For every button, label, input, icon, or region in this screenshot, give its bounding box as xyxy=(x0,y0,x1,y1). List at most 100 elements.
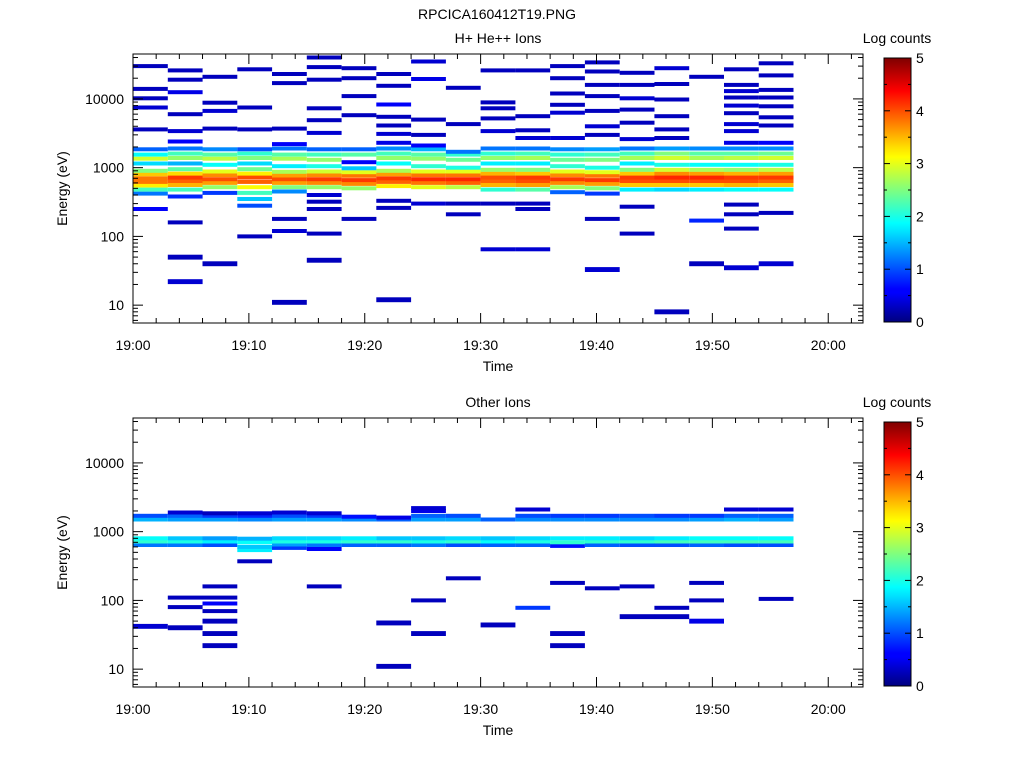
heatmap-cell xyxy=(689,179,724,183)
colorbar-tick-label: 0 xyxy=(916,678,924,694)
heatmap-cell xyxy=(758,543,794,547)
heatmap-cell xyxy=(237,536,273,541)
heatmap-cell xyxy=(584,513,620,518)
heatmap-cell xyxy=(167,605,203,610)
heatmap-cell xyxy=(445,185,481,190)
heatmap-cell xyxy=(515,68,551,73)
heatmap-cell xyxy=(376,663,412,669)
heatmap-cell xyxy=(306,77,342,82)
heatmap-cell xyxy=(133,161,168,166)
heatmap-cell xyxy=(619,179,655,183)
colorbar: Log counts 0 1 2 3 4 5 xyxy=(863,30,932,330)
heatmap-cell xyxy=(133,517,168,522)
heatmap-cell xyxy=(619,146,655,151)
heatmap-cell xyxy=(411,631,446,636)
heatmap-cell xyxy=(272,152,307,157)
heatmap-cell xyxy=(758,179,794,183)
heatmap-cell xyxy=(167,543,203,547)
heatmap-cell xyxy=(619,120,655,125)
heatmap-cell xyxy=(167,220,203,225)
heatmap-cell xyxy=(445,173,481,178)
heatmap-cell xyxy=(654,536,690,541)
heatmap-cell xyxy=(550,536,585,541)
x-tick-label: 19:00 xyxy=(115,701,150,717)
x-tick-label: 19:20 xyxy=(347,337,382,353)
heatmap-cell xyxy=(306,547,342,551)
heatmap-cell xyxy=(480,536,516,541)
heatmap-cell xyxy=(758,517,794,522)
heatmap-cell xyxy=(515,114,551,119)
heatmap-cell xyxy=(306,177,342,182)
heatmap-cell xyxy=(272,229,307,233)
heatmap-cell xyxy=(654,151,690,156)
heatmap-cell xyxy=(689,539,724,544)
heatmap-cell xyxy=(724,536,759,541)
colorbar-tick-label: 2 xyxy=(916,208,924,224)
heatmap-cell xyxy=(445,122,481,127)
heatmap-cell xyxy=(480,187,516,192)
y-axis-label: Energy (eV) xyxy=(54,515,70,590)
heatmap-cell xyxy=(167,539,203,544)
heatmap-cell xyxy=(724,103,759,108)
heatmap-cell xyxy=(306,55,342,60)
heatmap-cell xyxy=(133,105,168,110)
heatmap-cell xyxy=(167,129,203,134)
heatmap-cell xyxy=(758,507,794,512)
heatmap-cell xyxy=(550,169,585,174)
heatmap-cell xyxy=(237,234,273,239)
heatmap-cell xyxy=(689,517,724,522)
heatmap-cell xyxy=(133,191,168,196)
heatmap-cell xyxy=(758,61,794,66)
heatmap-cell xyxy=(584,178,620,183)
heatmap-cell xyxy=(237,105,273,110)
heatmap-cell xyxy=(515,128,551,133)
heatmap-cell xyxy=(515,247,551,252)
heatmap-cell xyxy=(341,216,377,221)
heatmap-cell xyxy=(724,513,759,518)
heatmap-cell xyxy=(341,152,377,157)
heatmap-cell xyxy=(167,254,203,260)
y-tick-label: 1000 xyxy=(93,524,124,540)
heatmap-cell xyxy=(133,64,168,69)
heatmap-cell xyxy=(480,175,516,180)
heatmap-cell xyxy=(550,540,585,545)
heatmap-cell xyxy=(654,187,690,192)
heatmap-cell xyxy=(306,185,342,190)
heatmap-cell xyxy=(445,576,481,581)
heatmap-cells xyxy=(133,506,794,669)
heatmap-cell xyxy=(341,170,377,175)
heatmap-cell xyxy=(724,129,759,134)
x-tick-label: 19:40 xyxy=(579,337,614,353)
heatmap-cell xyxy=(272,169,307,174)
heatmap-cell xyxy=(654,179,690,183)
heatmap-cell xyxy=(584,69,620,74)
colorbar-label: Log counts xyxy=(863,394,932,410)
heatmap-cell xyxy=(550,102,585,107)
heatmap-cell xyxy=(724,187,759,192)
heatmap-cell xyxy=(237,559,273,564)
heatmap-cell xyxy=(550,91,585,96)
heatmap-cell xyxy=(202,173,238,178)
heatmap-cell xyxy=(654,167,690,172)
panel-title: Other Ions xyxy=(465,394,530,410)
heatmap-cell xyxy=(411,543,446,547)
heatmap-cell xyxy=(341,147,377,152)
heatmap-cell xyxy=(654,605,690,610)
heatmap-cell xyxy=(584,157,620,162)
heatmap-cell xyxy=(202,595,238,600)
colorbar-tick-label: 1 xyxy=(916,625,924,641)
heatmap-cell xyxy=(724,179,759,183)
y-tick-label: 10 xyxy=(108,297,124,313)
heatmap-cell xyxy=(306,517,342,522)
heatmap-cell xyxy=(480,146,516,151)
heatmap-cell xyxy=(515,156,551,160)
heatmap-cell xyxy=(619,167,655,172)
heatmap-cell xyxy=(445,152,481,157)
heatmap-cell xyxy=(550,177,585,182)
heatmap-cell xyxy=(202,190,238,195)
heatmap-cell xyxy=(480,171,516,176)
heatmap-cell xyxy=(167,90,203,95)
heatmap-cell xyxy=(689,156,724,160)
heatmap-cell xyxy=(202,152,238,157)
heatmap-cell xyxy=(237,161,273,166)
